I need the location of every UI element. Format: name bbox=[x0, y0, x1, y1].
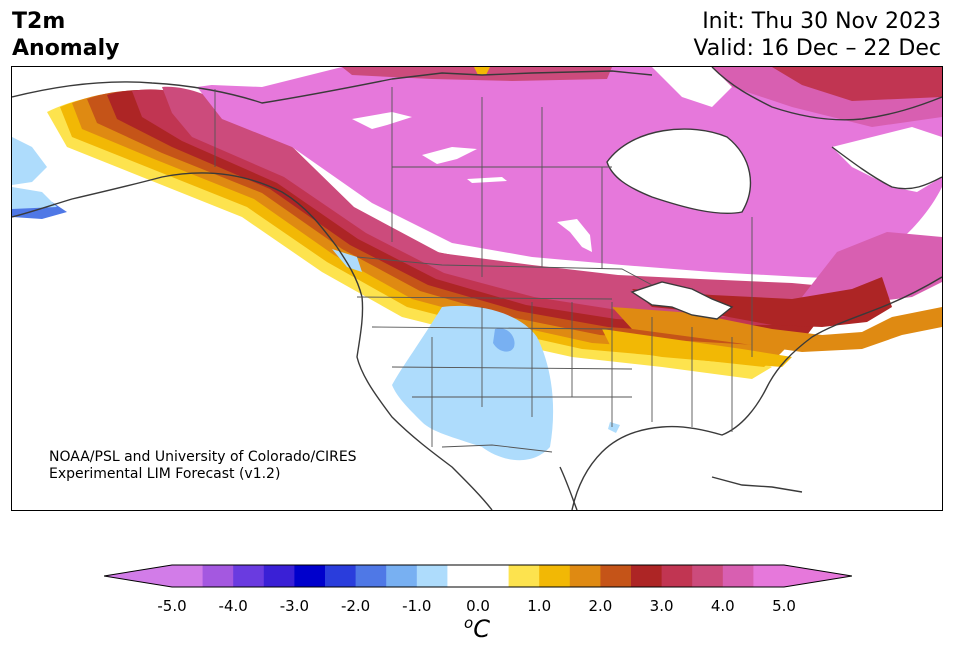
colorbar-segment bbox=[722, 565, 754, 587]
map-panel bbox=[11, 66, 943, 511]
colorbar-segment bbox=[294, 565, 326, 587]
cold-band-lightblue-sw bbox=[392, 305, 554, 461]
credit-line-2: Experimental LIM Forecast (v1.2) bbox=[49, 466, 281, 482]
great-bear-lake bbox=[352, 112, 412, 129]
cold-pacific-edge bbox=[12, 137, 47, 185]
colorbar-segment bbox=[539, 565, 571, 587]
colorbar-segment bbox=[661, 565, 693, 587]
cold-pacific-lightblue bbox=[12, 187, 57, 209]
title-line-2: Anomaly bbox=[12, 36, 120, 61]
credit-line-1: NOAA/PSL and University of Colorado/CIRE… bbox=[49, 449, 357, 465]
lake-athabasca bbox=[467, 177, 507, 183]
labrador-sea bbox=[832, 127, 942, 192]
title-line-1: T2m bbox=[12, 9, 66, 34]
figure-title: T2m Anomaly bbox=[12, 8, 119, 62]
colorbar bbox=[104, 564, 852, 588]
colorbar-unit: oC bbox=[464, 614, 490, 643]
colorbar-tick-label: 1.0 bbox=[527, 597, 552, 615]
colorbar-tick-label: 0.0 bbox=[466, 597, 490, 615]
great-slave-lake bbox=[422, 147, 477, 164]
colorbar-outline bbox=[104, 564, 852, 588]
colorbar-segment bbox=[325, 565, 357, 587]
colorbar-segment bbox=[447, 565, 479, 587]
colorbar-tick-label: 2.0 bbox=[588, 597, 613, 615]
colorbar-tick-label: 3.0 bbox=[649, 597, 674, 615]
great-lakes bbox=[632, 282, 732, 319]
colorbar-segment bbox=[386, 565, 418, 587]
colorbar-extend-high bbox=[784, 565, 852, 587]
colorbar-segment bbox=[692, 565, 724, 587]
colorbar-segment bbox=[233, 565, 265, 587]
colorbar-tick-label: -1.0 bbox=[402, 597, 432, 615]
warm-arctic-dot bbox=[474, 67, 490, 75]
colorbar-segment bbox=[172, 565, 204, 587]
data-credit: NOAA/PSL and University of Colorado/CIRE… bbox=[49, 449, 357, 483]
unit-celsius: C bbox=[473, 615, 490, 643]
warm-east-gold bbox=[602, 329, 792, 367]
colorbar-segment bbox=[202, 565, 234, 587]
colorbar-segment bbox=[508, 565, 540, 587]
colorbar-segment bbox=[753, 565, 785, 587]
hudson-bay bbox=[607, 129, 751, 214]
warm-east-orange bbox=[612, 307, 942, 352]
arctic-ocean bbox=[12, 67, 342, 87]
anomaly-map bbox=[12, 67, 942, 510]
warm-east-red bbox=[632, 277, 892, 327]
colorbar-tick-label: -4.0 bbox=[218, 597, 248, 615]
colorbar-segment bbox=[478, 565, 510, 587]
cold-coast-strip bbox=[332, 249, 362, 272]
cold-core-blue bbox=[493, 328, 515, 352]
coastlines bbox=[12, 67, 942, 510]
colorbar-segment bbox=[263, 565, 295, 587]
colorbar-tick-label: -2.0 bbox=[340, 597, 371, 615]
forecast-dates: Init: Thu 30 Nov 2023 Valid: 16 Dec – 22… bbox=[693, 8, 941, 62]
colorbar-segment bbox=[569, 565, 601, 587]
colorbar-segment bbox=[355, 565, 387, 587]
colorbar-segment bbox=[600, 565, 632, 587]
colorbar-tick-label: 4.0 bbox=[710, 597, 735, 615]
lake-winnipeg bbox=[557, 219, 592, 252]
colorbar-segment bbox=[416, 565, 448, 587]
political-borders bbox=[214, 87, 753, 453]
cold-gulf-patch bbox=[608, 422, 620, 433]
valid-date: Valid: 16 Dec – 22 Dec bbox=[693, 36, 941, 61]
colorbar-tick-label: 5.0 bbox=[772, 597, 796, 615]
colorbar-extend-low bbox=[104, 565, 172, 587]
colorbar-tick-label: -5.0 bbox=[157, 597, 187, 615]
warm-band-pink-east bbox=[802, 232, 942, 307]
degree-superscript: o bbox=[464, 614, 474, 632]
colorbar-tick-label: -3.0 bbox=[279, 597, 310, 615]
baffin-water bbox=[652, 67, 732, 107]
colorbar-segment bbox=[631, 565, 663, 587]
warm-greenland-inner bbox=[772, 67, 942, 101]
init-date: Init: Thu 30 Nov 2023 bbox=[702, 9, 941, 34]
